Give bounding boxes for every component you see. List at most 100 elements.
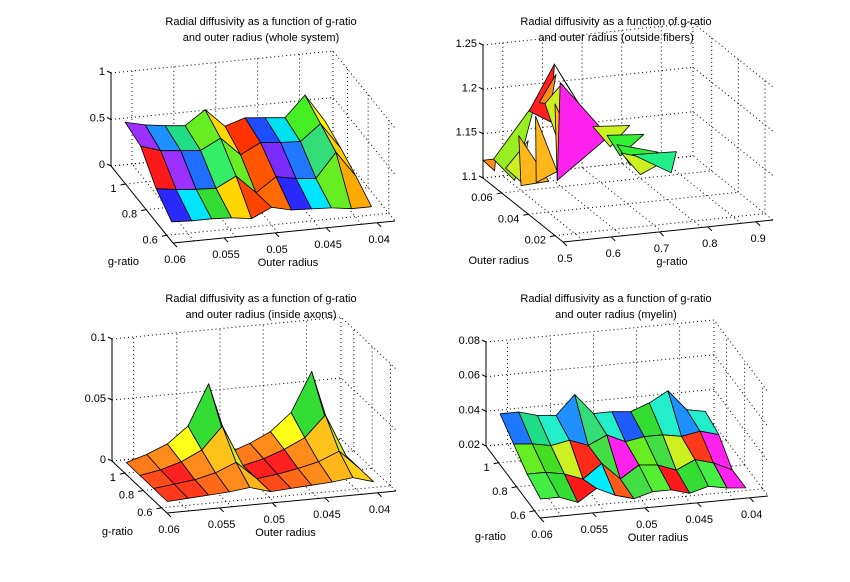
z-gridline: [482, 22, 774, 88]
title-line-2: and outer radius (outside fibers): [538, 32, 694, 44]
x-tick-label: 0.9: [750, 233, 765, 245]
y-tick-label: 0.8: [492, 486, 507, 498]
x-tick-label: 0.6: [606, 248, 621, 260]
y-tick-label: 1: [483, 462, 489, 474]
x-tick-label: 0.04: [368, 234, 389, 246]
title-line-1: Radial diffusivity as a function of g-ra…: [520, 293, 712, 305]
x-gridline-floor: [131, 163, 195, 242]
x-tick-label: 0.055: [581, 524, 609, 536]
y-tick-label: 0.6: [510, 510, 525, 522]
y-axis-label: g-ratio: [102, 526, 133, 538]
x-tick-mark: [377, 492, 382, 498]
y-axis-label: g-ratio: [475, 531, 506, 543]
x-tick-label: 0.06: [531, 529, 552, 541]
x-tick-label: 0.055: [208, 519, 236, 531]
y-axis-line: [111, 460, 168, 514]
surface-facet: [493, 101, 536, 181]
surface-outside: [482, 63, 677, 187]
x-tick-label: 0.7: [654, 243, 669, 255]
z-tick-label: 0.5: [90, 113, 105, 125]
y-axis-label: g-ratio: [108, 256, 139, 268]
x-tick-mark: [707, 226, 713, 232]
x-tick-mark: [376, 222, 382, 228]
z-tick-mark: [478, 86, 484, 90]
y-tick-label: 0.02: [525, 235, 546, 247]
y-axis-line: [110, 165, 174, 244]
title-line-1: Radial diffusivity as a function of g-ra…: [165, 293, 357, 305]
x-tick-label: 0.06: [164, 254, 185, 266]
z-tick-label: 0.04: [459, 404, 480, 416]
y-axis-label: Outer radius: [468, 255, 529, 267]
x-axis-line: [562, 219, 774, 243]
y-tick-label: 0.8: [119, 489, 134, 501]
x-gridline-floor: [257, 151, 320, 229]
x-tick-label: 0.06: [158, 524, 179, 536]
y-tick-mark: [138, 489, 144, 492]
z-tick-mark: [478, 42, 484, 46]
x-tick-label: 0.04: [369, 504, 390, 516]
x-gridline-floor: [581, 167, 663, 233]
x-gridline-floor: [133, 458, 189, 512]
x-gridline-floor: [173, 159, 237, 238]
surface-facet: [482, 158, 497, 172]
x-tick-label: 0.8: [702, 238, 717, 250]
y-tick-mark: [119, 472, 125, 475]
x-gridline-floor: [621, 163, 702, 228]
axes-axons: 0 0.05 0.1 0.06 0.055 0.05 0.045 0.04 0.60.81 Out…: [85, 316, 397, 539]
y-tick-label: 1: [110, 183, 116, 195]
x-tick-mark: [219, 507, 224, 513]
z-tick-mark: [481, 339, 487, 343]
z-tick-label: 0.08: [459, 335, 480, 347]
title-line-1: Radial diffusivity as a function of g-ra…: [520, 16, 712, 28]
title-inside-axons: Radial diffusivity as a function of g-ra…: [136, 291, 386, 323]
z-tick-label: 1.2: [462, 82, 477, 94]
x-tick-label: 0.055: [212, 249, 240, 261]
y-tick-label: 0.04: [498, 213, 519, 225]
x-tick-mark: [172, 242, 178, 248]
x-tick-mark: [755, 221, 761, 227]
x-tick-label: 0.045: [314, 239, 342, 251]
y-tick-mark: [161, 234, 167, 237]
x-gridline-floor: [542, 171, 623, 237]
title-myelin: Radial diffusivity as a function of g-ra…: [486, 291, 746, 323]
x-gridline-floor: [262, 446, 319, 499]
title-line-2: and outer radius (inside axons): [185, 309, 337, 321]
x-tick-mark: [324, 497, 330, 503]
y-axis-line: [485, 445, 541, 519]
x-tick-label: 0.05: [264, 514, 285, 526]
z-tick-mark: [478, 175, 484, 179]
x-gridline-floor: [176, 454, 233, 508]
y-tick-mark: [523, 213, 529, 216]
y-tick-label: 0.6: [137, 507, 152, 519]
x-axis-label: g-ratio: [656, 256, 687, 268]
x-tick-mark: [325, 227, 331, 233]
surface-facet: [606, 133, 645, 157]
title-whole-system: Radial diffusivity as a function of g-ra…: [136, 14, 386, 46]
y-tick-label: 0.6: [143, 234, 158, 246]
x-tick-mark: [539, 517, 545, 523]
x-tick-mark: [644, 507, 650, 513]
x-gridline-floor: [299, 147, 362, 225]
z-tick-label: 0: [100, 454, 106, 466]
x-gridline-floor: [219, 450, 276, 503]
x-axis-line: [539, 495, 769, 519]
z-gridline: [110, 50, 396, 129]
z-gridline: [485, 388, 769, 462]
surface-whole: [124, 94, 372, 223]
z-gridline: [485, 354, 769, 428]
z-tick-mark: [106, 163, 112, 167]
z-tick-label: 1: [99, 66, 105, 78]
x-tick-label: 0.05: [636, 519, 657, 531]
title-line-2: and outer radius (myelin): [555, 309, 677, 321]
y-tick-mark: [156, 507, 162, 510]
x-tick-mark: [696, 502, 702, 508]
z-tick-label: 0.1: [91, 332, 106, 344]
surface-axons: [125, 371, 374, 502]
y-tick-mark: [493, 462, 499, 465]
x-tick-mark: [610, 236, 616, 242]
x-tick-mark: [223, 237, 229, 243]
x-axis-line: [166, 490, 397, 514]
y-axis-line: [482, 177, 564, 243]
x-tick-mark: [274, 232, 280, 238]
title-outside-fibers: Radial diffusivity as a function of g-ra…: [486, 14, 746, 46]
